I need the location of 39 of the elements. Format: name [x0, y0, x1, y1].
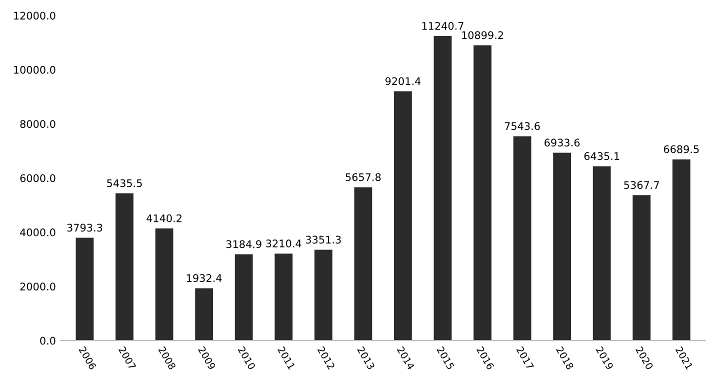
bar — [592, 166, 611, 341]
bar — [474, 45, 492, 341]
bar — [155, 228, 174, 341]
data-label: 3793.3 — [67, 224, 102, 232]
data-label: 5435.5 — [107, 179, 142, 188]
data-label: 1932.4 — [186, 274, 222, 282]
bar — [553, 152, 572, 341]
data-label: 9201.4 — [385, 77, 421, 86]
bar — [314, 250, 332, 341]
data-label: 3351.3 — [306, 236, 341, 244]
bar — [354, 187, 372, 341]
data-label: 6933.6 — [544, 138, 580, 147]
bar — [513, 136, 532, 341]
y-tick-label: 10000.0 — [14, 66, 56, 74]
bar — [434, 36, 452, 341]
y-tick-label: 8000.0 — [20, 120, 56, 128]
data-label: 3184.9 — [226, 240, 262, 248]
data-label: 5657.8 — [346, 173, 381, 182]
y-tick-label: 0.0 — [40, 336, 56, 345]
bar — [274, 254, 293, 341]
bar — [632, 195, 651, 341]
data-label: 7543.6 — [504, 122, 540, 130]
data-label: 11240.7 — [422, 22, 464, 30]
bar — [195, 288, 214, 341]
bar — [672, 159, 690, 341]
data-label: 4140.2 — [146, 214, 182, 222]
y-tick-label: 2000.0 — [20, 282, 56, 290]
data-label: 3210.4 — [266, 240, 302, 248]
bar — [76, 238, 94, 341]
data-label: 6435.1 — [584, 152, 620, 160]
data-label: 6689.5 — [664, 145, 699, 154]
y-tick-label: 4000.0 — [20, 228, 56, 236]
bar — [394, 91, 412, 341]
bar — [234, 254, 253, 341]
data-label: 10899.2 — [462, 31, 503, 40]
bar — [116, 193, 134, 341]
y-tick-label: 6000.0 — [20, 174, 56, 182]
data-label: 5367.7 — [624, 181, 659, 189]
y-tick-label: 12000.0 — [14, 12, 56, 20]
